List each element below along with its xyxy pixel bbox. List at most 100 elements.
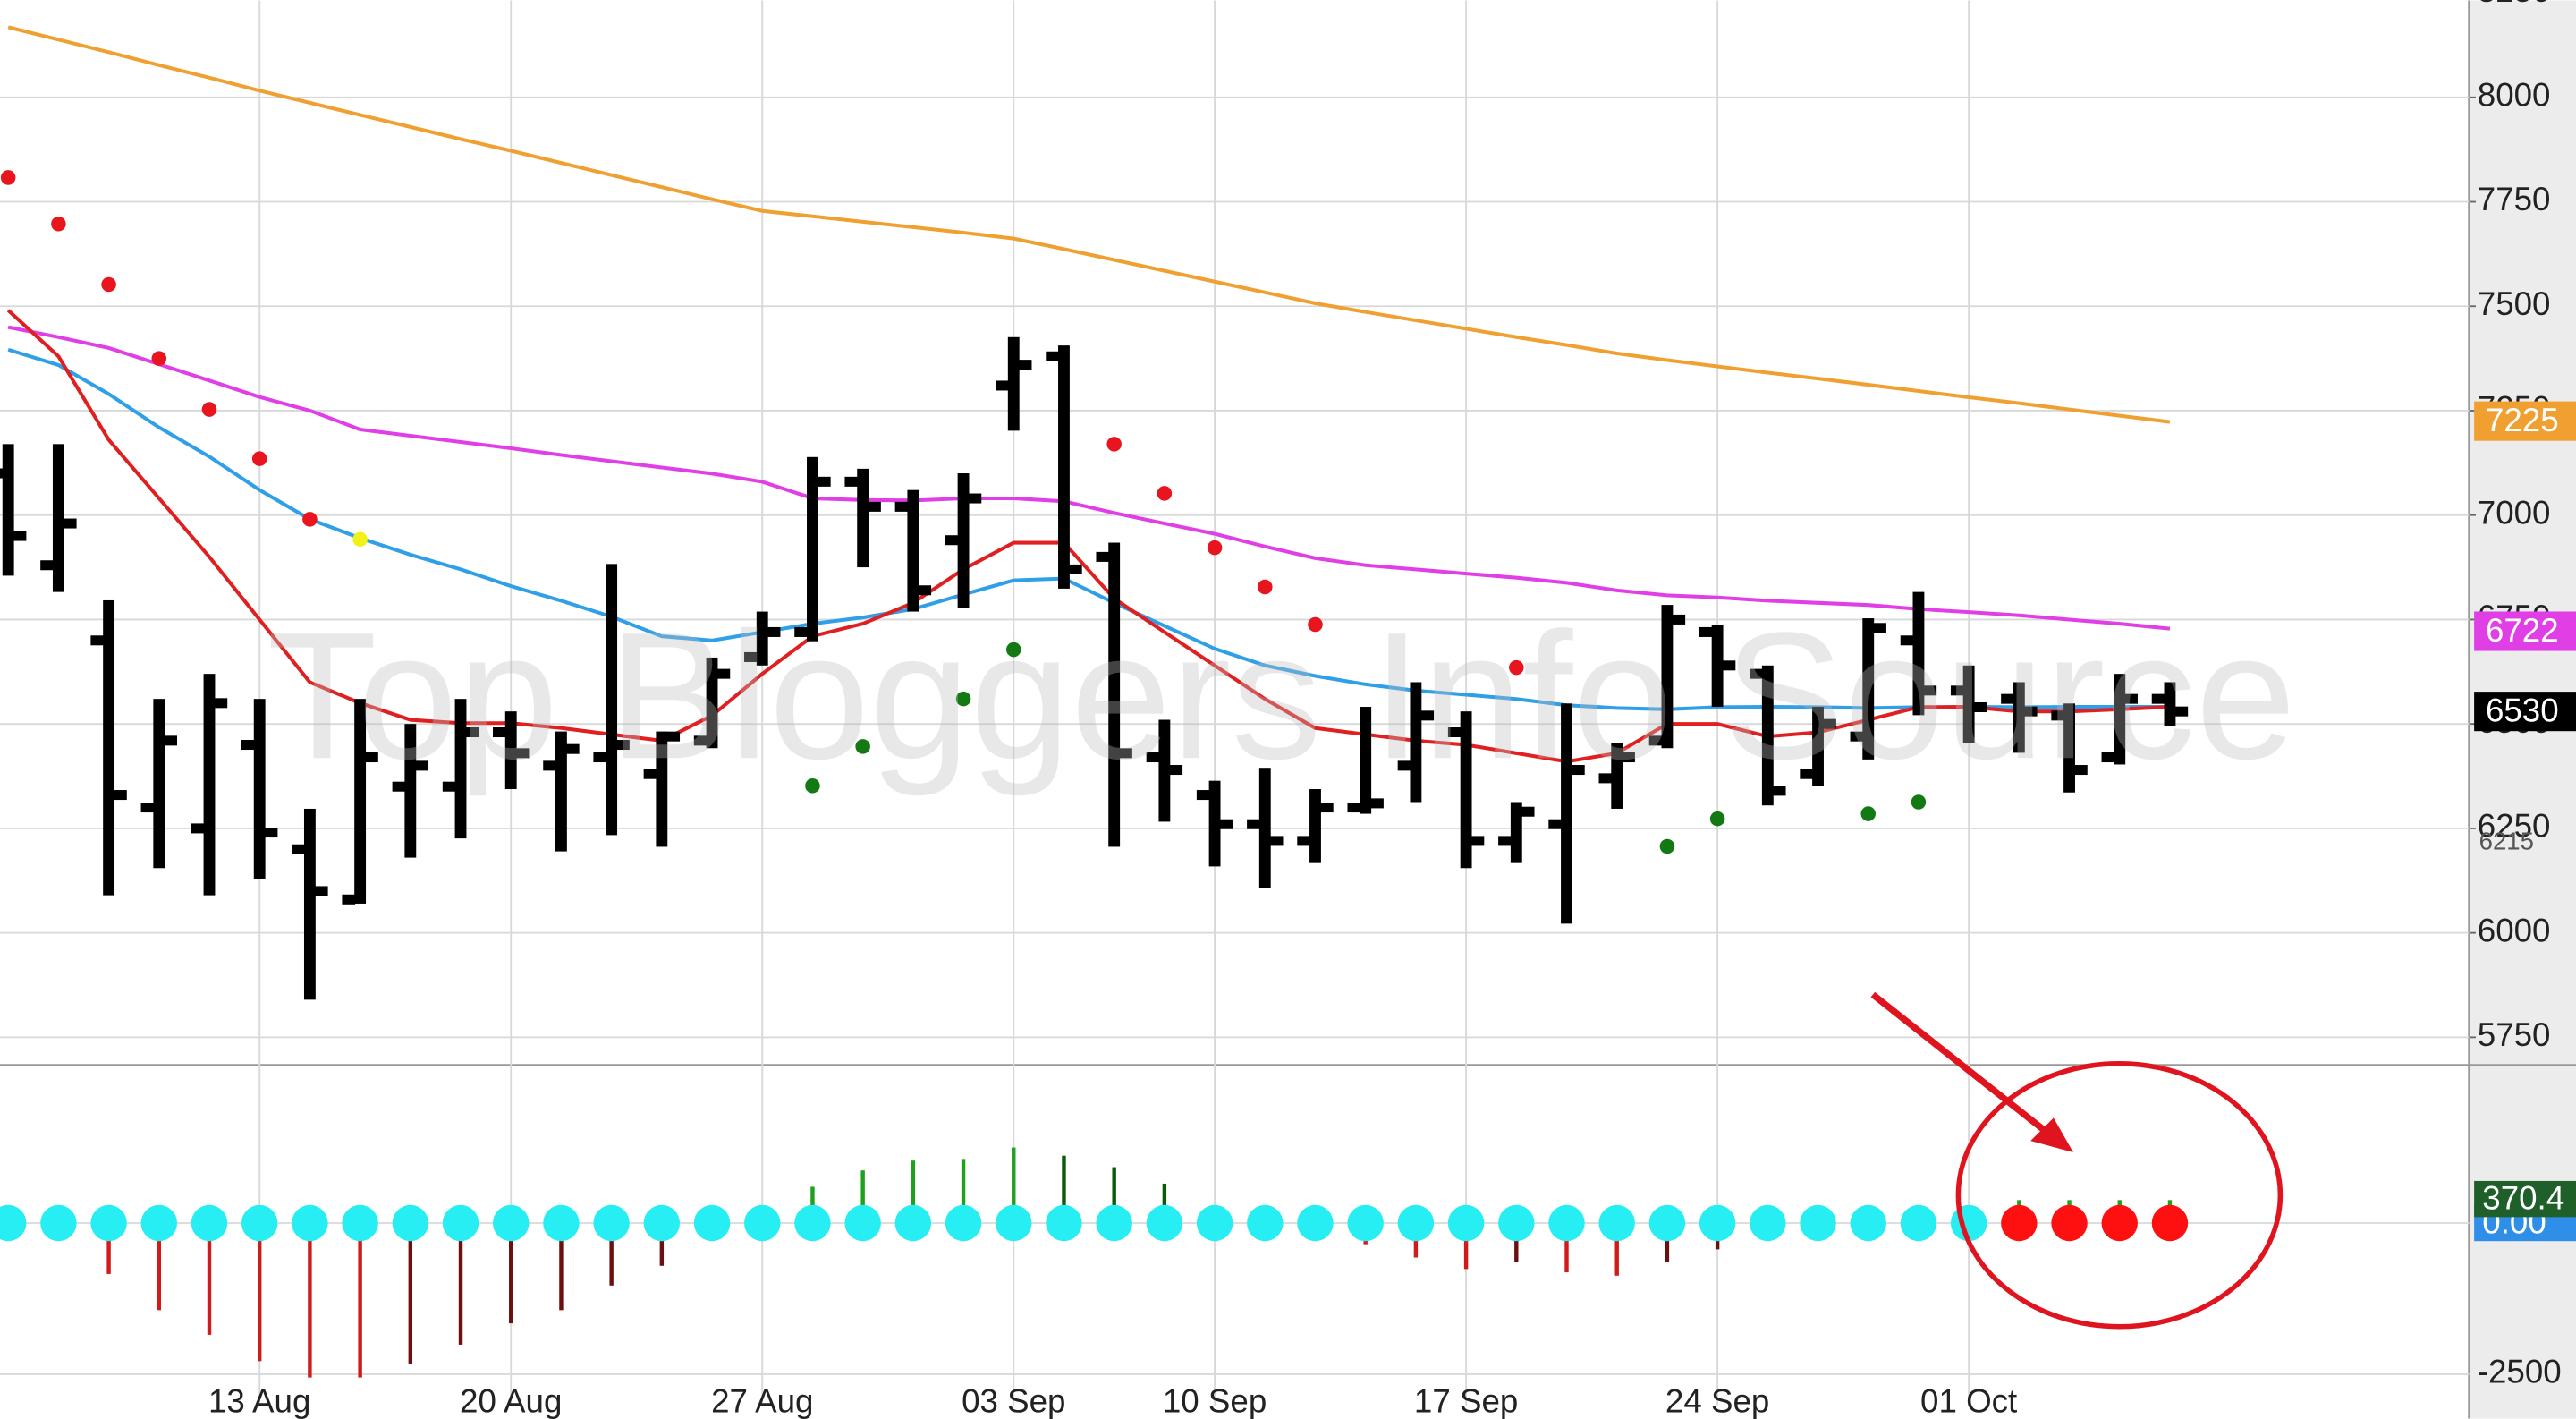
axis: 5750600062506500675070007250750077508000… [208, 0, 2576, 1419]
ohlc-close [214, 698, 228, 709]
axis-badge [2474, 692, 2576, 732]
ohlc-open [543, 760, 556, 771]
ohlc-range [404, 724, 417, 858]
squeeze-dot [2101, 1204, 2138, 1242]
ohlc-range [2164, 682, 2176, 726]
ohlc-open [90, 635, 105, 646]
histogram-bar [308, 1223, 312, 1378]
ohlc-range [52, 444, 64, 592]
squeeze-dot [1196, 1204, 1233, 1242]
ohlc-close [1572, 765, 1585, 776]
price-label: 6722 [2486, 612, 2559, 649]
histogram-bar [358, 1223, 362, 1378]
sar-dot [1207, 540, 1223, 556]
sar-dot [0, 170, 16, 185]
price-label: 6530 [2486, 693, 2559, 729]
squeeze-dot [90, 1204, 127, 1242]
ohlc-open [794, 626, 808, 637]
ohlc-close [2174, 706, 2189, 717]
histogram-bar [1112, 1167, 1116, 1224]
sar-dot [1860, 806, 1876, 821]
ohlc-range [1661, 605, 1674, 749]
squeeze-dot [744, 1204, 781, 1242]
squeeze-dot [191, 1204, 228, 1242]
moving-average [7, 25, 2171, 424]
y-tick-label: 7500 [2478, 285, 2551, 322]
ohlc-range [303, 808, 316, 1000]
squeeze-dot [1347, 1204, 1384, 1242]
squeeze-dot [543, 1204, 580, 1242]
ohlc-close [767, 626, 781, 637]
squeeze-dot [1397, 1204, 1435, 1242]
ohlc-range [706, 657, 718, 749]
axis-badge [2474, 401, 2576, 441]
sar-dot [1911, 794, 1927, 810]
squeeze-dot [593, 1204, 630, 1242]
squeeze-dot [2051, 1204, 2088, 1242]
ohlc-open [292, 844, 305, 854]
y-tick-label: 8250 [2478, 0, 2551, 9]
ohlc-close [465, 726, 479, 738]
histogram-bar [1665, 1223, 1670, 1262]
squeeze-dot [945, 1204, 982, 1242]
ohlc-close [918, 585, 932, 596]
y-tick-label: 8000 [2478, 76, 2551, 113]
moving-average [7, 347, 2170, 711]
arrow-shaft [1870, 991, 2056, 1141]
histogram-bar [911, 1160, 916, 1224]
sar-dot [201, 402, 217, 417]
price-label: 7225 [2486, 402, 2559, 438]
ohlc-open [1247, 819, 1260, 829]
ohlc-open [1548, 819, 1562, 829]
ohlc-open [844, 476, 859, 487]
sar-dot [1509, 659, 1524, 676]
arrow-head [2030, 1117, 2073, 1152]
histogram-bar [659, 1223, 665, 1266]
ohlc-range [153, 699, 165, 869]
ohlc-close [1370, 798, 1384, 809]
ohlc-close [264, 828, 278, 838]
ohlc-range [807, 456, 818, 642]
histogram-bar [860, 1170, 865, 1224]
histogram-bar [609, 1223, 614, 1286]
ohlc-open [894, 501, 909, 512]
histogram-bar [258, 1223, 262, 1362]
ohlc-range [1258, 768, 1271, 888]
ohlc-range [756, 611, 768, 666]
squeeze-dot [493, 1204, 530, 1242]
ohlc-open [1950, 685, 1964, 696]
ohlc-open [2051, 710, 2065, 721]
histogram-bar [1514, 1223, 1519, 1262]
squeeze-dot [1247, 1204, 1284, 1242]
ohlc-open [1096, 551, 1110, 562]
ohlc-open [493, 726, 506, 738]
histogram-bar [1012, 1147, 1016, 1224]
ohlc-close [415, 760, 429, 771]
ohlc-range [1360, 707, 1372, 814]
sar-dot [1709, 811, 1725, 827]
ohlc-range [1611, 743, 1623, 809]
ohlc-range [606, 564, 618, 836]
ohlc-range [2114, 674, 2126, 765]
ohlc-close [1521, 806, 1535, 817]
ohlc-close [1320, 803, 1334, 813]
histogram-bar [961, 1159, 966, 1224]
y-tick-label: 6250 [2478, 808, 2551, 845]
ohlc-range [1208, 780, 1221, 867]
ohlc-close [1722, 660, 1736, 671]
sar-dot [51, 216, 66, 232]
ohlc-close [1068, 564, 1082, 574]
ohlc-open [996, 380, 1009, 391]
squeeze-dot [643, 1204, 681, 1242]
squeeze-dot [442, 1204, 479, 1242]
ohlc-range [1158, 719, 1171, 822]
histogram-bar [106, 1223, 111, 1274]
squeeze-dot [894, 1204, 932, 1242]
ohlc-close [1018, 360, 1032, 370]
x-tick-label: 10 Sep [1163, 1383, 1267, 1419]
ohlc-close [1672, 614, 1686, 625]
ohlc-range [1761, 665, 1774, 806]
ohlc-close [63, 518, 77, 529]
ohlc-range [2, 444, 14, 576]
ohlc-open [1750, 668, 1763, 679]
